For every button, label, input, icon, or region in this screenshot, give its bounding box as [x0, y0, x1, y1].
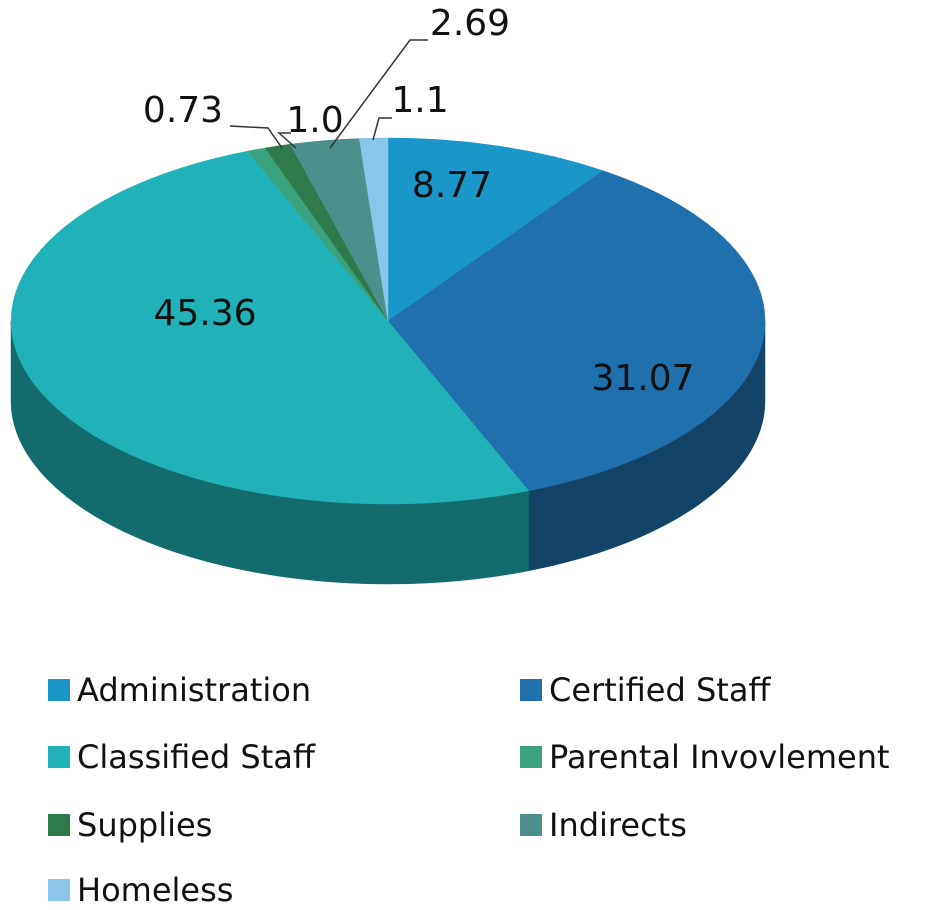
legend-swatch [48, 879, 70, 901]
legend-swatch [520, 814, 542, 836]
data-labels: 8.77 31.07 45.36 0.73 1.0 2.69 1.1 [143, 3, 695, 399]
data-label: 8.77 [412, 165, 492, 206]
legend-swatch [48, 746, 70, 768]
legend-label: Homeless [77, 871, 233, 909]
legend-swatch [520, 746, 542, 768]
data-label: 2.69 [430, 3, 510, 44]
data-label: 1.1 [391, 80, 448, 121]
pie-slice [387, 137, 604, 322]
pie-slice [11, 150, 530, 505]
legend-swatch [48, 679, 70, 701]
leader-line [229, 125, 283, 149]
legend-swatch [520, 679, 542, 701]
legend-label: Classified Staff [77, 738, 316, 776]
pie-slice [387, 170, 766, 492]
legend-label: Certified Staff [549, 671, 771, 709]
legend-label: Indirects [549, 806, 687, 844]
leader-line [372, 117, 392, 141]
legend: Administration Certified Staff Classified … [48, 671, 890, 909]
legend-swatch [48, 814, 70, 836]
data-label: 1.0 [286, 100, 343, 141]
data-label: 31.07 [591, 358, 694, 399]
leader-line [277, 132, 297, 149]
legend-label: Supplies [77, 806, 212, 844]
legend-label: Administration [77, 671, 311, 709]
data-label: 0.73 [143, 90, 223, 131]
data-label: 45.36 [153, 293, 256, 334]
leader-line [329, 39, 428, 149]
legend-label: Parental Invovlement [549, 738, 890, 776]
pie-tops [11, 137, 766, 505]
